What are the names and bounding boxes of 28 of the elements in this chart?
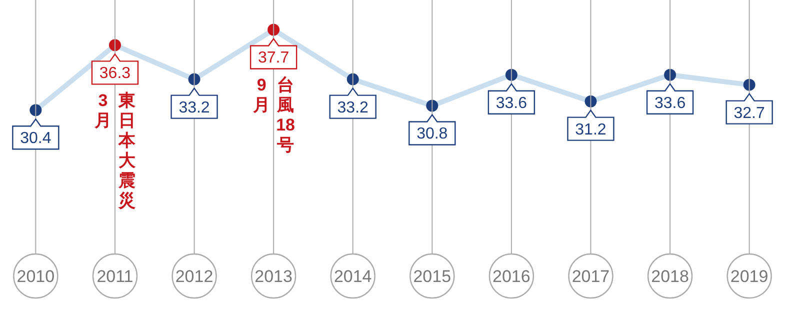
data-label: 31.2: [575, 121, 606, 138]
annotation: 3月: [93, 91, 112, 130]
annotation: 9月: [252, 76, 270, 115]
data-label: 33.2: [178, 99, 210, 116]
x-tick-label: 2013: [254, 267, 292, 286]
point: [664, 68, 676, 81]
data-label: 30.4: [20, 130, 52, 148]
data-label: 36.3: [99, 65, 131, 82]
x-tick-label: 2016: [492, 267, 530, 286]
x-tick-label: 2010: [16, 267, 55, 286]
point: [108, 39, 121, 52]
data-label: 33.6: [654, 94, 686, 112]
x-tick-label: 2017: [572, 267, 610, 286]
x-tick-label: 2018: [651, 267, 689, 286]
data-label: 33.6: [496, 94, 528, 112]
x-tick-label: 2011: [96, 267, 134, 286]
x-tick-label: 2019: [730, 267, 768, 286]
x-tick-label: 2012: [175, 267, 214, 286]
data-label: 37.7: [258, 50, 290, 67]
annotation: 台風18号: [276, 76, 296, 155]
annotation: 東日本大震災: [117, 91, 136, 210]
data-label: 32.7: [734, 104, 765, 122]
data-label: 30.8: [416, 126, 448, 143]
point: [30, 104, 42, 116]
point: [268, 24, 280, 36]
x-tick-label: 2015: [413, 267, 452, 286]
data-label: 33.2: [337, 99, 369, 116]
x-tick-label: 2014: [334, 267, 372, 286]
